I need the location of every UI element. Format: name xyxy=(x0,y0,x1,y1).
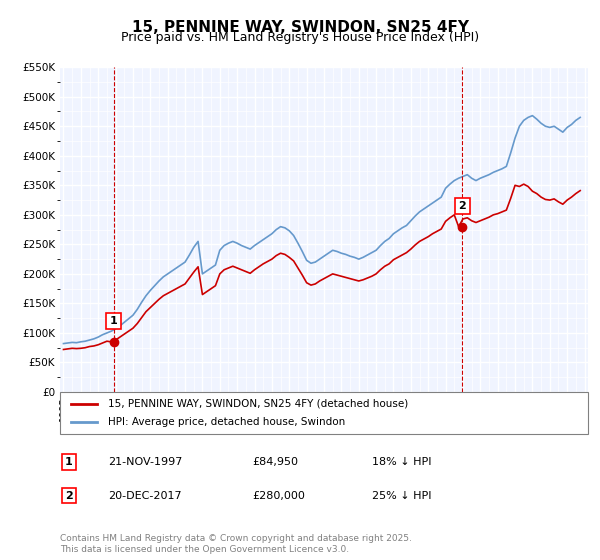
Text: 20-DEC-2017: 20-DEC-2017 xyxy=(108,491,182,501)
Text: Contains HM Land Registry data © Crown copyright and database right 2025.
This d: Contains HM Land Registry data © Crown c… xyxy=(60,534,412,554)
Text: 21-NOV-1997: 21-NOV-1997 xyxy=(108,457,182,467)
Text: 25% ↓ HPI: 25% ↓ HPI xyxy=(372,491,431,501)
Text: 1: 1 xyxy=(110,316,118,326)
Text: 1: 1 xyxy=(65,457,73,467)
Text: HPI: Average price, detached house, Swindon: HPI: Average price, detached house, Swin… xyxy=(107,417,345,427)
Text: 2: 2 xyxy=(458,201,466,211)
Text: 15, PENNINE WAY, SWINDON, SN25 4FY (detached house): 15, PENNINE WAY, SWINDON, SN25 4FY (deta… xyxy=(107,399,408,409)
Text: £84,950: £84,950 xyxy=(252,457,298,467)
Text: Price paid vs. HM Land Registry's House Price Index (HPI): Price paid vs. HM Land Registry's House … xyxy=(121,31,479,44)
Text: 18% ↓ HPI: 18% ↓ HPI xyxy=(372,457,431,467)
Text: 15, PENNINE WAY, SWINDON, SN25 4FY: 15, PENNINE WAY, SWINDON, SN25 4FY xyxy=(131,20,469,35)
Text: £280,000: £280,000 xyxy=(252,491,305,501)
Text: 2: 2 xyxy=(65,491,73,501)
